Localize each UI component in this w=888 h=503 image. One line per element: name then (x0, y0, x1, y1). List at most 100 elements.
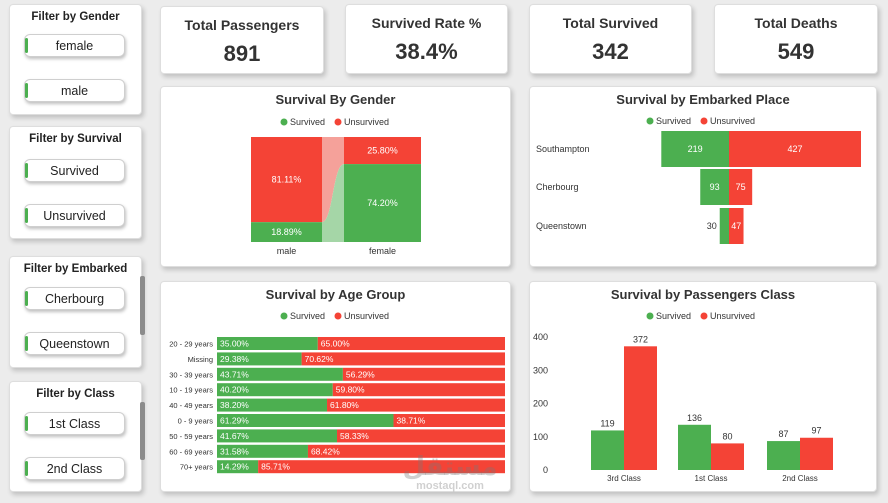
chart-title: Survival by Embarked Place (616, 92, 790, 107)
bar-survived-male (251, 222, 322, 242)
legend-unsurvived-label: Unsurvived (710, 116, 755, 126)
filter-2nd-class-button[interactable]: 2nd Class (24, 457, 125, 480)
filter-queenstown-button[interactable]: Queenstown (24, 332, 125, 355)
chart-title: Survival by Age Group (265, 287, 406, 302)
y-tick-label: 50 - 59 years (169, 432, 213, 441)
data-label-unsurvived: 25.80% (367, 146, 398, 156)
bar-survived (217, 414, 394, 427)
data-label-survived: 18.89% (271, 227, 302, 237)
embarked-chart-card: Survival by Embarked Place Survived Unsur… (529, 86, 877, 267)
data-label-survived: 41.67% (220, 431, 249, 441)
bar-survived (217, 429, 338, 443)
bar-survived-2nd Class (767, 441, 800, 470)
kpi-value: 891 (223, 41, 261, 66)
data-label-unsurvived: 372 (633, 334, 648, 344)
y-tick-label: Queenstown (536, 221, 587, 231)
gender-chart: Survived Unsurvived 81.11% 18.89% male 25.80%… (251, 117, 421, 256)
legend-unsurvived-label: Unsurvived (344, 311, 389, 321)
embarked-filter-scrollbar[interactable] (140, 276, 145, 335)
bar-unsurvived-Southampton (729, 131, 861, 167)
bar-survived-1st Class (678, 424, 711, 470)
bar-survived-Southampton (661, 131, 729, 167)
data-label-unsurvived: 85.71% (261, 462, 290, 472)
data-label-survived: 14.29% (220, 462, 249, 472)
legend-unsurvived-marker (334, 312, 342, 320)
ribbon-unsurvived (322, 137, 344, 223)
bar-survived-Cherbourg (700, 169, 729, 205)
y-tick-label: Missing (188, 355, 213, 364)
filter-cherbourg-button[interactable]: Cherbourg (24, 287, 125, 310)
y-tick-label: 60 - 69 years (169, 447, 213, 456)
embarked-filter-card: Filter by Embarked Cherbourg Queenstown (9, 256, 145, 368)
data-label-survived: 30 (707, 221, 717, 231)
data-label-survived: 74.20% (367, 198, 398, 208)
bar-unsurvived-Queenstown (729, 208, 744, 244)
y-tick-label: 200 (533, 399, 548, 409)
survival-filter-card: Filter by Survival Survived Unsurvived (9, 126, 142, 239)
bar-survived (217, 383, 333, 397)
filter-unsurvived-button[interactable]: Unsurvived (24, 204, 125, 227)
y-tick-label: 70+ years (180, 463, 213, 472)
kpi-title: Total Passengers (184, 17, 300, 33)
chart-legend: Survived Unsurvived (280, 311, 389, 321)
survival-filter-title: Filter by Survival (29, 133, 122, 145)
ribbon-survived (322, 164, 344, 242)
data-label-unsurvived: 56.29% (346, 369, 375, 379)
bar-unsurvived-2nd Class (800, 437, 833, 470)
data-label-unsurvived: 81.11% (272, 175, 302, 185)
bar-unsurvived (393, 414, 505, 427)
age-chart: Survived Unsurvived 20 - 29 years 35.00% 65.… (169, 311, 505, 474)
legend-unsurvived-marker (700, 312, 708, 320)
bar-unsurvived (342, 367, 505, 381)
gender-filter-title: Filter by Gender (31, 11, 120, 23)
watermark-logo: مستقل mostaql.com (395, 452, 505, 492)
data-label-survived: 87 (778, 429, 788, 439)
watermark-logo-text: مستقل (402, 451, 498, 481)
kpi-survived-rate: Survived Rate % 38.4% (345, 4, 508, 74)
legend-unsurvived-marker (700, 117, 708, 125)
kpi-title: Survived Rate % (371, 15, 482, 31)
data-label-survived: 93 (710, 182, 720, 192)
bar-unsurvived (337, 429, 505, 443)
age-chart-card: Survival by Age Group Survived Unsurvived… (160, 281, 511, 492)
kpi-value: 342 (592, 39, 629, 64)
bar-unsurvived (301, 352, 505, 366)
x-tick-label: female (369, 246, 396, 256)
class-filter-scrollbar[interactable] (140, 402, 145, 460)
chart-title: Survival By Gender (275, 92, 396, 107)
bar-survived (217, 460, 259, 474)
kpi-value: 38.4% (395, 39, 458, 64)
chart-legend: Survived Unsurvived (646, 116, 755, 126)
legend-survived-label: Survived (290, 117, 325, 127)
bar-survived (217, 444, 308, 458)
filter-female-button[interactable]: female (24, 34, 125, 57)
data-label-survived: 29.38% (220, 354, 249, 364)
data-label-survived: 136 (687, 413, 702, 423)
bar-unsurvived (307, 444, 505, 458)
legend-survived-marker (646, 117, 654, 125)
filter-survived-button[interactable]: Survived (24, 159, 125, 182)
kpi-total-survived: Total Survived 342 (529, 4, 692, 74)
data-label-unsurvived: 61.80% (330, 400, 359, 410)
y-tick-label: 0 (543, 465, 548, 475)
filter-1st-class-button[interactable]: 1st Class (24, 412, 125, 435)
y-tick-label: Cherbourg (536, 182, 579, 192)
gender-filter-card: Filter by Gender female male (9, 4, 142, 115)
bar-unsurvived (332, 383, 505, 397)
legend-survived-label: Survived (290, 311, 325, 321)
bar-unsurvived (327, 398, 505, 412)
class-filter-card: Filter by Class 1st Class 2nd Class (9, 381, 145, 492)
kpi-value: 549 (777, 39, 815, 64)
data-label-unsurvived: 68.42% (311, 446, 340, 456)
data-label-unsurvived: 70.62% (305, 354, 334, 364)
embarked-chart: Survived Unsurvived Southampton 219 427 Cherb… (536, 116, 861, 244)
bar-unsurvived (258, 460, 505, 474)
filter-male-button[interactable]: male (24, 79, 125, 102)
bar-survived (217, 337, 318, 350)
kpi-title: Total Deaths (754, 15, 838, 31)
data-label-survived: 35.00% (220, 339, 249, 349)
bar-unsurvived-Cherbourg (729, 169, 753, 205)
y-tick-label: 40 - 49 years (169, 401, 213, 410)
legend-survived-marker (646, 312, 654, 320)
legend-survived-marker (280, 118, 288, 126)
